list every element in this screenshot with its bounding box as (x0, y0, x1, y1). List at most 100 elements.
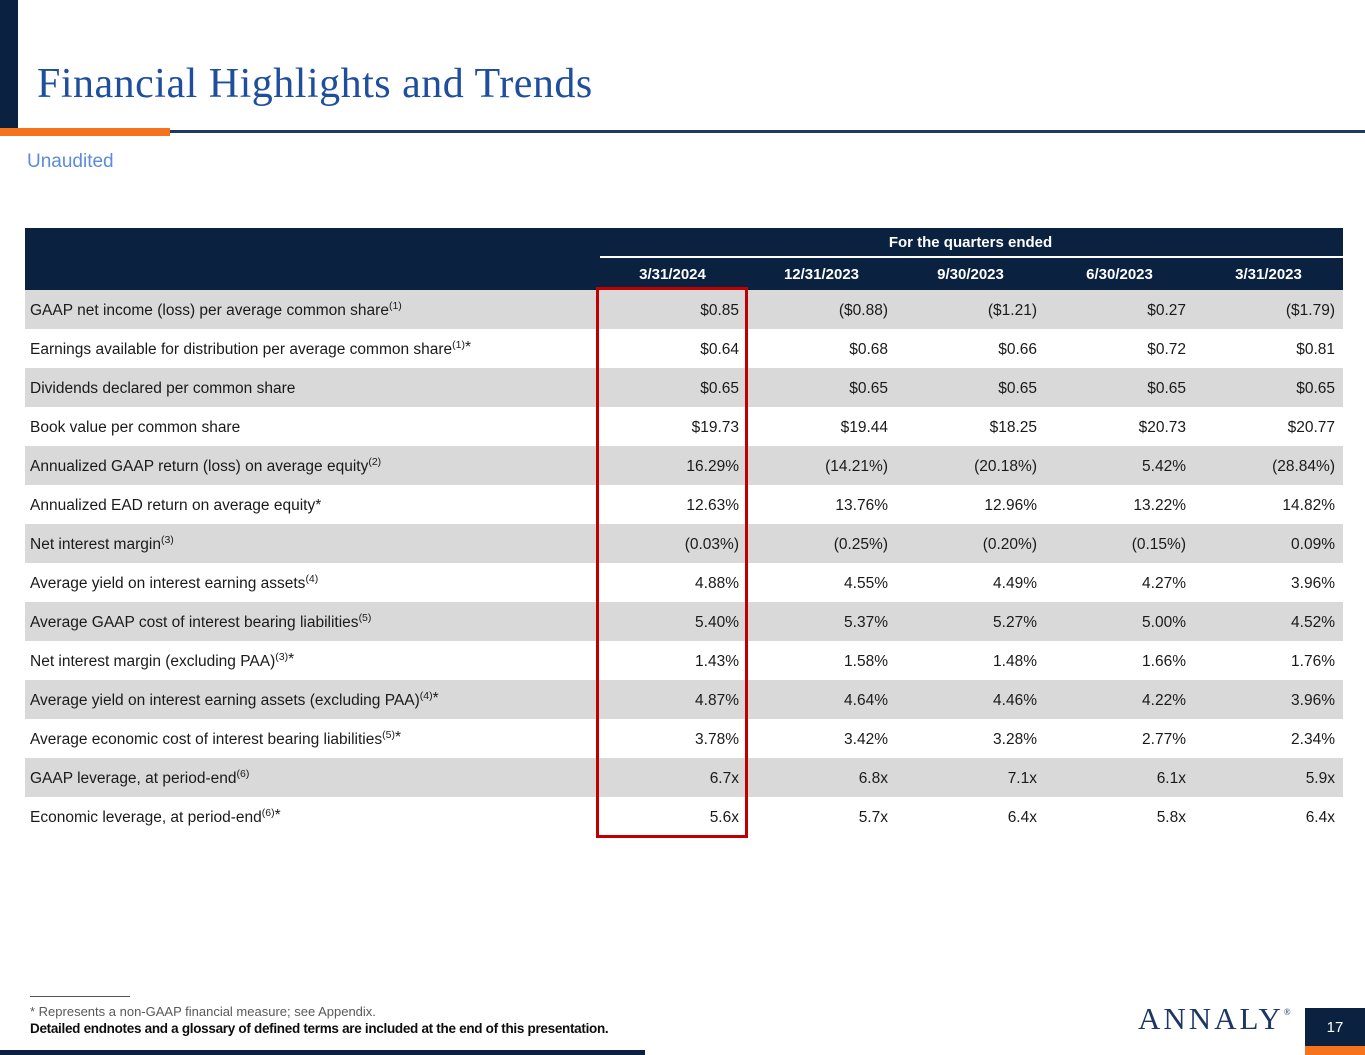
annaly-logo-text: ANNALY (1138, 1001, 1284, 1036)
table-row: Annualized EAD return on average equity*… (25, 485, 1343, 524)
cell-value: (20.18%) (974, 457, 1037, 475)
cell-value: 3.78% (695, 730, 739, 748)
footnote-asterisk: * Represents a non-GAAP financial measur… (30, 1004, 376, 1019)
cell-value: 16.29% (686, 457, 739, 475)
table-row: GAAP net income (loss) per average commo… (25, 290, 1343, 329)
row-label: Dividends declared per common share (30, 379, 296, 397)
cell-value: (0.25%) (833, 535, 888, 553)
cell-value: 6.4x (1305, 808, 1335, 826)
row-label: Annualized GAAP return (loss) on average… (30, 455, 382, 475)
row-label: GAAP net income (loss) per average commo… (30, 299, 402, 319)
column-header-2: 12/31/2023 (783, 265, 860, 283)
subtitle-unaudited: Unaudited (27, 151, 114, 172)
cell-value: 2.77% (1142, 730, 1186, 748)
cell-value: 3.96% (1291, 574, 1335, 592)
footnote-endnotes: Detailed endnotes and a glossary of defi… (30, 1021, 609, 1036)
column-header-1: 3/31/2024 (639, 265, 706, 283)
cell-value: 6.7x (709, 769, 739, 787)
column-header-4: 6/30/2023 (1086, 265, 1153, 283)
cell-value: 5.27% (993, 613, 1037, 631)
table-row: Average yield on interest earning assets… (25, 680, 1343, 719)
cell-value: 3.28% (993, 730, 1037, 748)
cell-value: 4.87% (695, 691, 739, 709)
footnote-divider (30, 996, 130, 997)
row-label: Book value per common share (30, 418, 241, 436)
cell-value: $19.44 (840, 418, 888, 436)
cell-value: 4.22% (1142, 691, 1186, 709)
table-row: Earnings available for distribution per … (25, 329, 1343, 368)
cell-value: $0.65 (849, 379, 888, 397)
cell-value: 4.88% (695, 574, 739, 592)
table-row: Dividends declared per common share $0.6… (25, 368, 1343, 407)
table-row: Average economic cost of interest bearin… (25, 719, 1343, 758)
row-label: Average GAAP cost of interest bearing li… (30, 611, 372, 631)
cell-value: 6.8x (858, 769, 888, 787)
row-label: Average economic cost of interest bearin… (30, 728, 401, 748)
cell-value: 5.8x (1156, 808, 1186, 826)
page-number-box: 17 (1305, 1008, 1365, 1055)
bottom-navy-strip (0, 1050, 645, 1055)
row-label: Earnings available for distribution per … (30, 338, 472, 358)
cell-value: $0.65 (1296, 379, 1335, 397)
row-label: Average yield on interest earning assets… (30, 572, 319, 592)
label-column-spacer (25, 258, 598, 290)
cell-value: $18.25 (989, 418, 1037, 436)
cell-value: 14.82% (1282, 496, 1335, 514)
cell-value: 4.49% (993, 574, 1037, 592)
cell-value: ($1.79) (1285, 301, 1335, 319)
orange-divider (0, 128, 170, 136)
cell-value: 1.66% (1142, 652, 1186, 670)
cell-value: 4.55% (844, 574, 888, 592)
table-row: Net interest margin (excluding PAA)(3)* … (25, 641, 1343, 680)
cell-value: 6.4x (1007, 808, 1037, 826)
cell-value: $0.65 (700, 379, 739, 397)
cell-value: 1.43% (695, 652, 739, 670)
table-row: Net interest margin(3) (0.03%) (0.25%) (… (25, 524, 1343, 563)
cell-value: 12.96% (984, 496, 1037, 514)
cell-value: $0.85 (700, 301, 739, 319)
cell-value: $0.64 (700, 340, 739, 358)
cell-value: (0.03%) (684, 535, 739, 553)
cell-value: $20.77 (1287, 418, 1335, 436)
cell-value: $0.81 (1296, 340, 1335, 358)
cell-value: 2.34% (1291, 730, 1335, 748)
cell-value: 7.1x (1007, 769, 1037, 787)
table-row: GAAP leverage, at period-end(6) 6.7x 6.8… (25, 758, 1343, 797)
page-number-orange-strip (1305, 1046, 1365, 1055)
table-column-headers: 3/31/2024 12/31/2023 9/30/2023 6/30/2023… (25, 258, 1343, 290)
cell-value: ($1.21) (987, 301, 1037, 319)
table-row: Economic leverage, at period-end(6)* 5.6… (25, 797, 1343, 836)
cell-value: $0.65 (1147, 379, 1186, 397)
cell-value: 4.64% (844, 691, 888, 709)
row-label: Net interest margin(3) (30, 533, 174, 553)
cell-value: 5.42% (1142, 457, 1186, 475)
cell-value: 1.76% (1291, 652, 1335, 670)
table-row: Average yield on interest earning assets… (25, 563, 1343, 602)
page-title: Financial Highlights and Trends (37, 61, 593, 107)
quarters-ended-header: For the quarters ended (888, 233, 1053, 251)
cell-value: $0.27 (1147, 301, 1186, 319)
cell-value: $0.72 (1147, 340, 1186, 358)
cell-value: 4.27% (1142, 574, 1186, 592)
cell-value: 5.6x (709, 808, 739, 826)
cell-value: 6.1x (1156, 769, 1186, 787)
cell-value: $0.66 (998, 340, 1037, 358)
cell-value: $20.73 (1138, 418, 1186, 436)
cell-value: 5.00% (1142, 613, 1186, 631)
page-number: 17 (1305, 1008, 1365, 1046)
cell-value: 1.48% (993, 652, 1037, 670)
cell-value: (0.20%) (982, 535, 1037, 553)
cell-value: 13.76% (835, 496, 888, 514)
financial-table: For the quarters ended 3/31/2024 12/31/2… (25, 228, 1343, 836)
cell-value: 4.52% (1291, 613, 1335, 631)
cell-value: 0.09% (1291, 535, 1335, 553)
cell-value: 1.58% (844, 652, 888, 670)
cell-value: 4.46% (993, 691, 1037, 709)
table-row: Book value per common share $19.73 $19.4… (25, 407, 1343, 446)
row-label: Economic leverage, at period-end(6)* (30, 806, 281, 826)
cell-value: 5.7x (858, 808, 888, 826)
cell-value: 5.37% (844, 613, 888, 631)
cell-value: $0.65 (998, 379, 1037, 397)
cell-value: 5.40% (695, 613, 739, 631)
header-underline (600, 256, 1343, 258)
